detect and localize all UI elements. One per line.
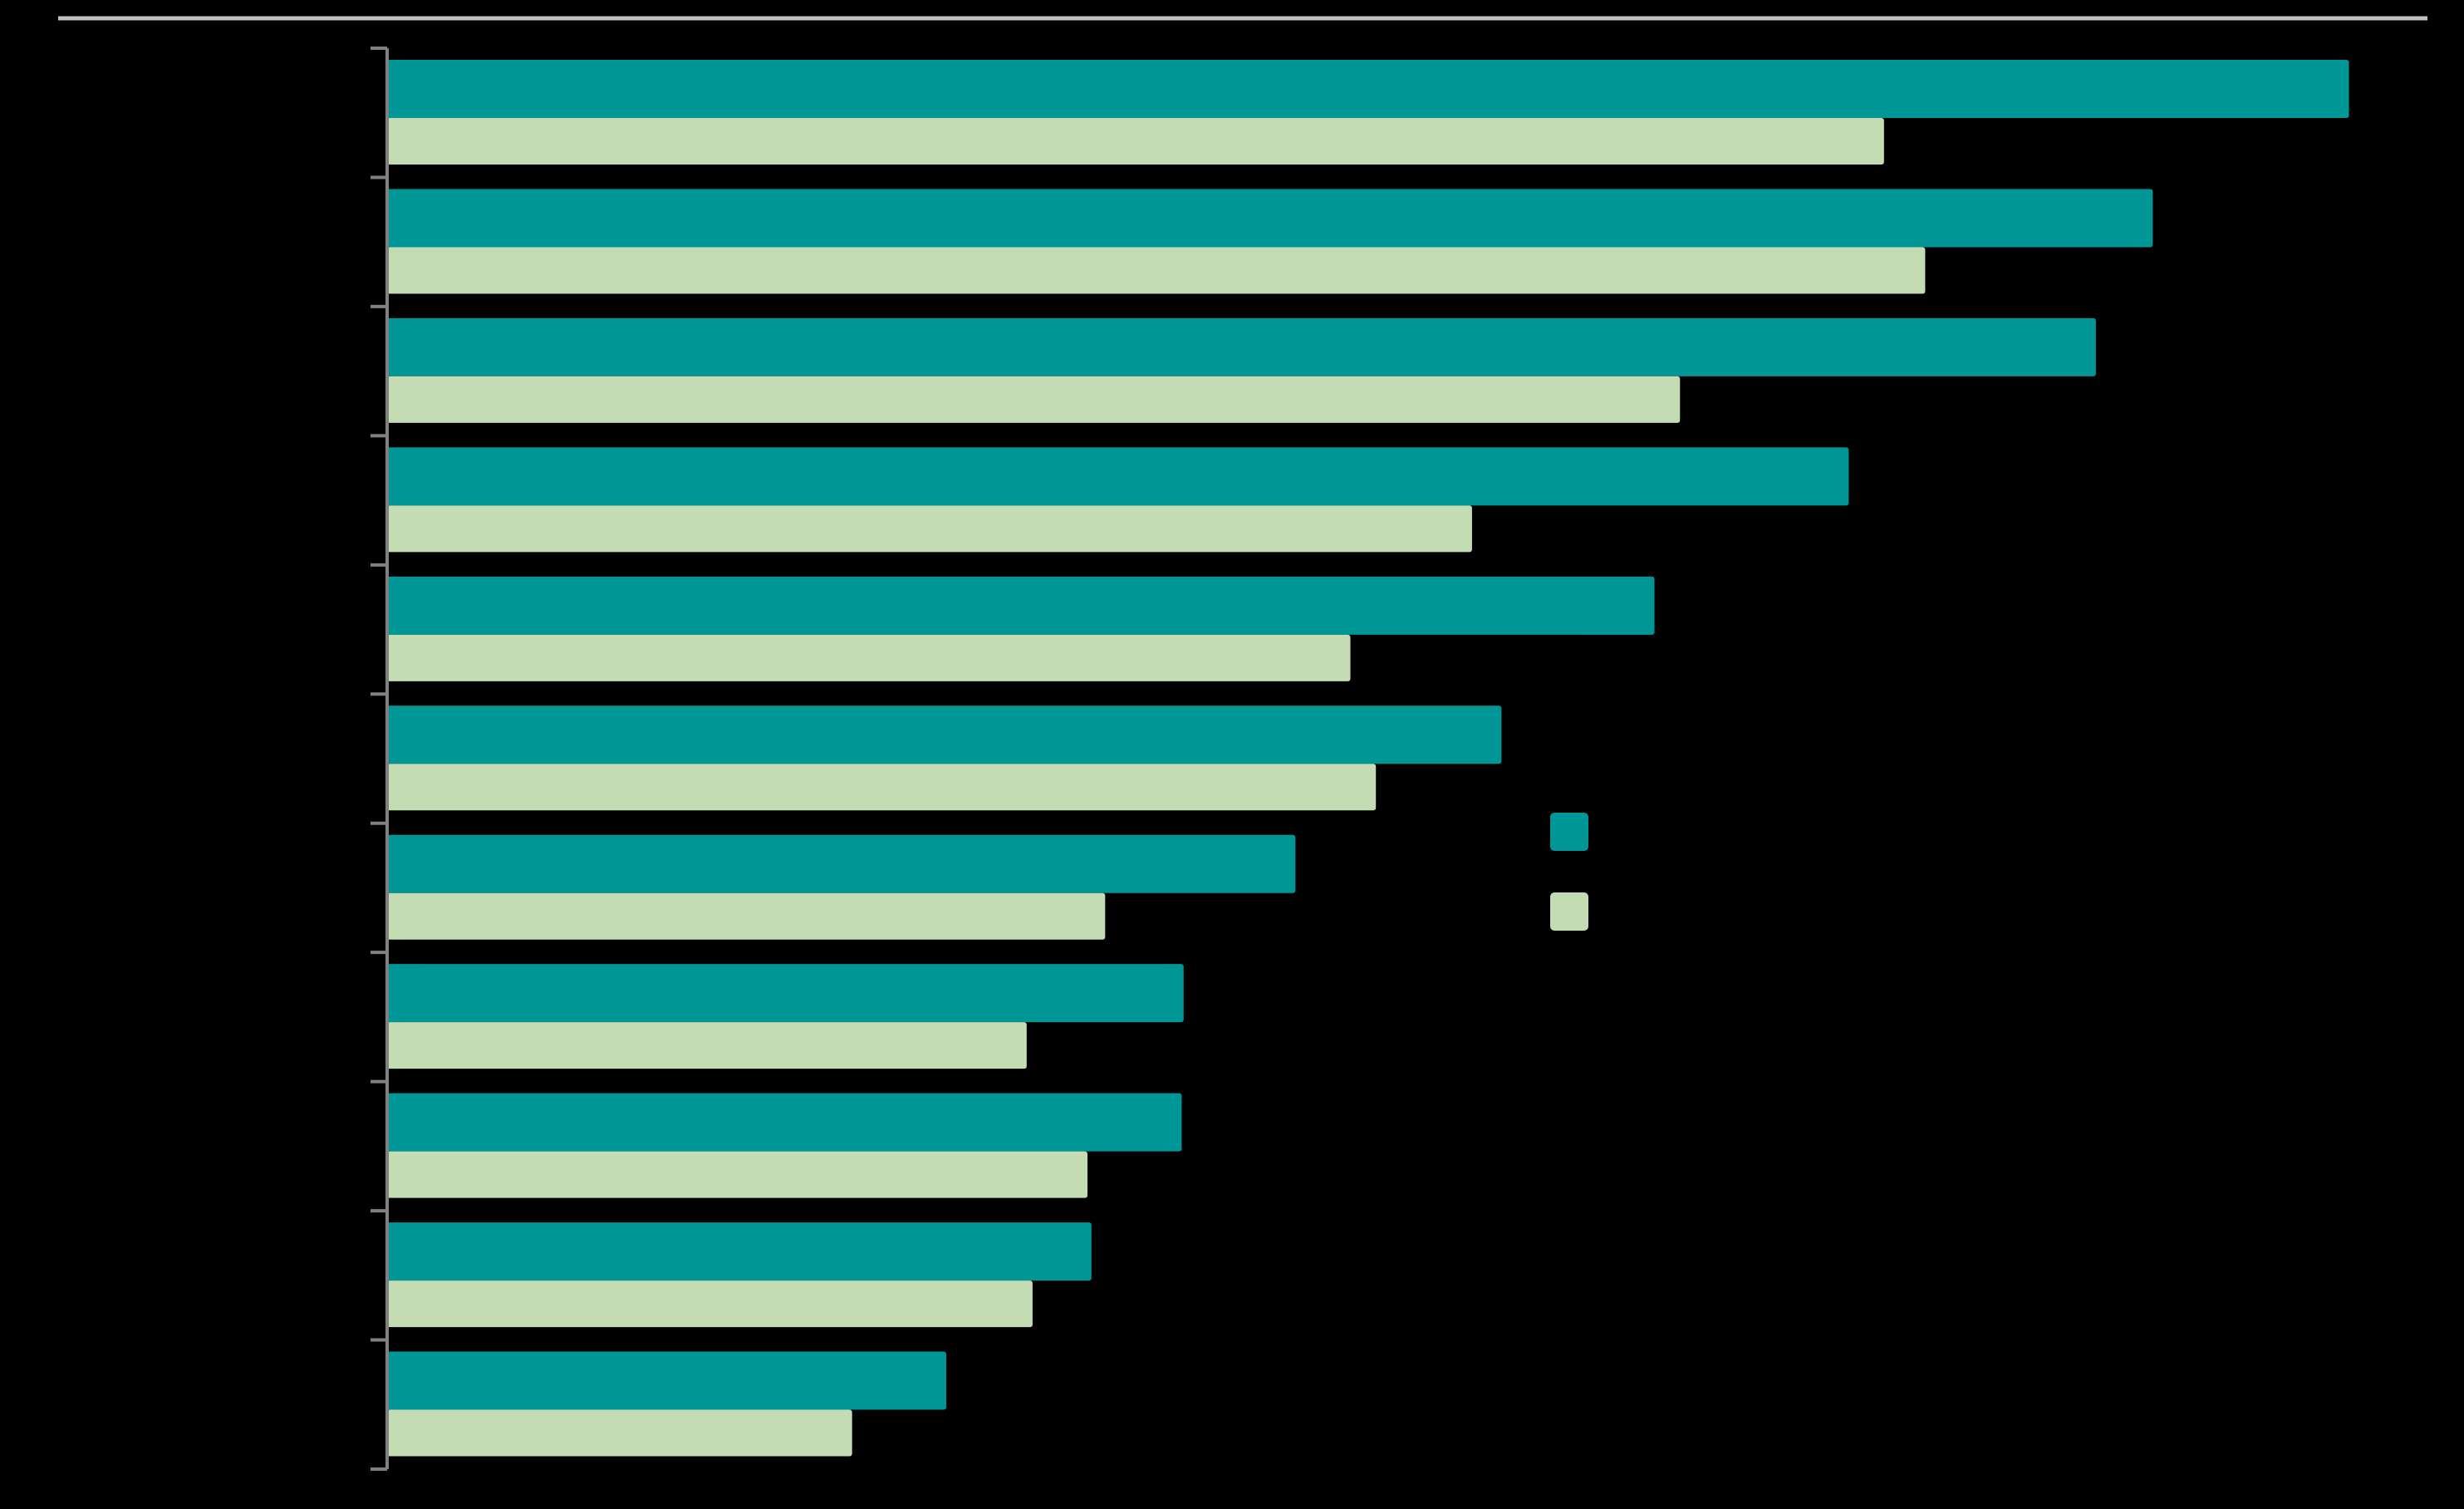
bar-series-2-category-5 xyxy=(387,634,1351,681)
legend xyxy=(1550,813,1588,931)
bar-series-2-category-8 xyxy=(387,1022,1027,1069)
bar-series-1-category-3 xyxy=(387,317,2096,376)
bar-series-2-category-2 xyxy=(387,247,1926,294)
y-axis xyxy=(371,47,389,1471)
bar-series-2-category-10 xyxy=(387,1280,1033,1328)
bar-series-2-category-6 xyxy=(387,764,1377,811)
bar-series-1-category-1 xyxy=(387,60,2349,118)
bar-series-2-category-7 xyxy=(387,892,1106,940)
bar-series-1-category-11 xyxy=(387,1351,947,1410)
bar-series-1-category-7 xyxy=(387,834,1296,893)
bar-series-1-category-5 xyxy=(387,576,1655,635)
legend-swatch-series-2 xyxy=(1550,892,1588,931)
bar-series-2-category-4 xyxy=(387,505,1472,553)
bar-series-1-category-10 xyxy=(387,1222,1092,1281)
bar-series-2-category-11 xyxy=(387,1409,852,1457)
bar-series-2-category-1 xyxy=(387,118,1884,165)
bar-series-2-category-9 xyxy=(387,1151,1088,1198)
bar-series-1-category-6 xyxy=(387,705,1502,764)
bars-layer xyxy=(387,60,2349,1457)
bar-series-1-category-2 xyxy=(387,189,2153,248)
bar-series-2-category-3 xyxy=(387,376,1681,423)
bar-series-1-category-4 xyxy=(387,447,1849,506)
legend-swatch-series-1 xyxy=(1550,813,1588,851)
bar-series-1-category-9 xyxy=(387,1093,1182,1152)
bar-series-1-category-8 xyxy=(387,964,1184,1023)
